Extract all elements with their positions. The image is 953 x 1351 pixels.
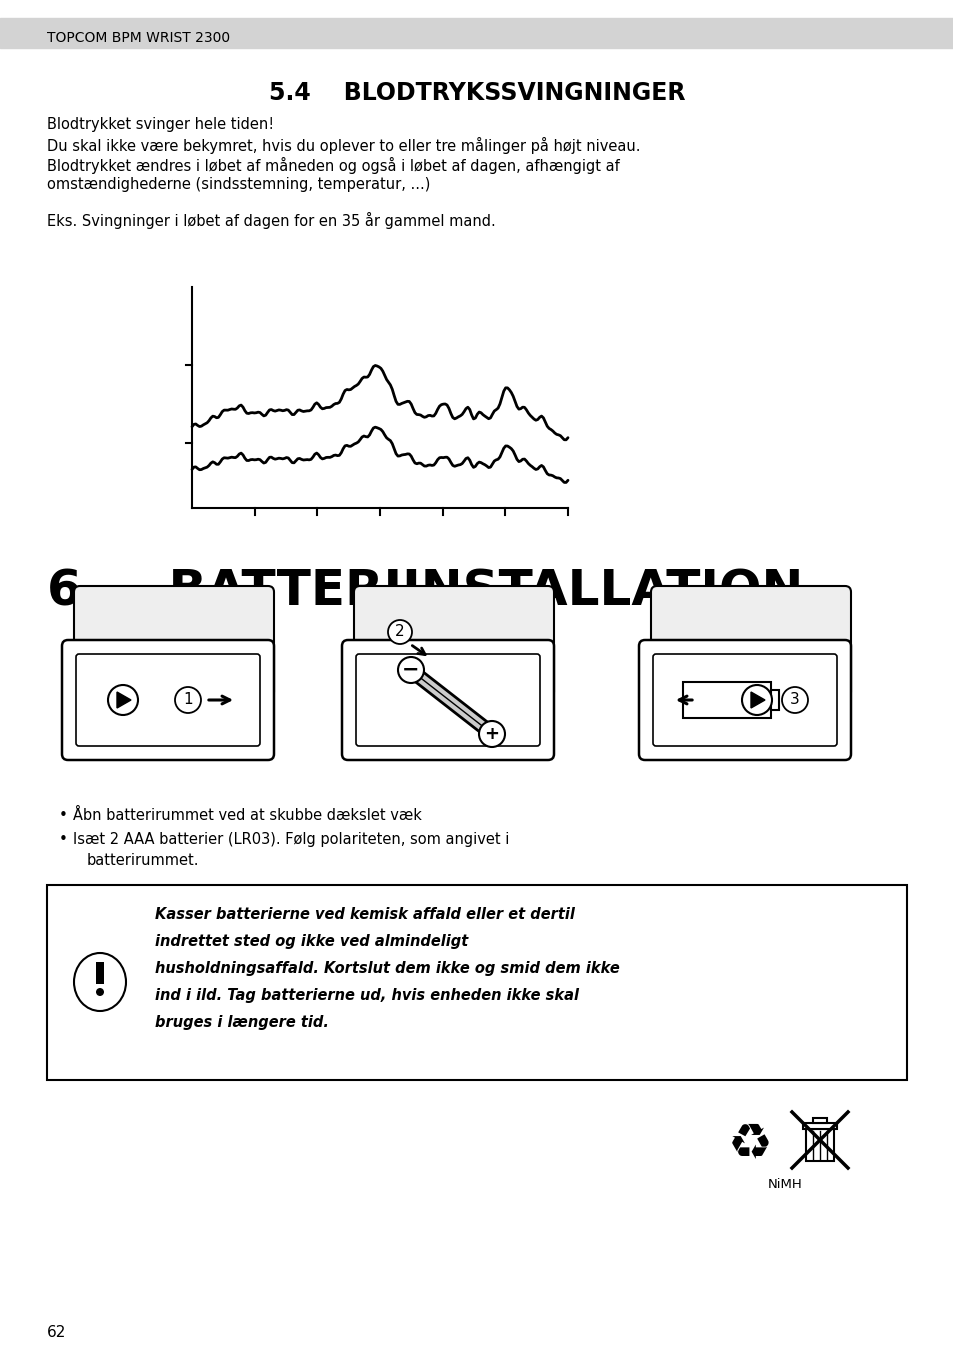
- Text: BATTERIINSTALLATION: BATTERIINSTALLATION: [99, 567, 802, 616]
- Text: Blodtrykket svinger hele tiden!: Blodtrykket svinger hele tiden!: [47, 118, 274, 132]
- Text: husholdningsaffald. Kortslut dem ikke og smid dem ikke: husholdningsaffald. Kortslut dem ikke og…: [154, 961, 619, 975]
- FancyBboxPatch shape: [341, 640, 554, 761]
- Text: indrettet sted og ikke ved almindeligt: indrettet sted og ikke ved almindeligt: [154, 934, 468, 948]
- Text: 5.4    BLODTRYKSSVINGNINGER: 5.4 BLODTRYKSSVINGNINGER: [269, 81, 684, 105]
- Text: Blodtrykket ændres i løbet af måneden og også i løbet af dagen, afhængigt af: Blodtrykket ændres i løbet af måneden og…: [47, 157, 619, 174]
- FancyBboxPatch shape: [652, 654, 836, 746]
- Text: NiMH: NiMH: [767, 1178, 801, 1192]
- Bar: [96, 962, 104, 984]
- Text: ind i ild. Tag batterierne ud, hvis enheden ikke skal: ind i ild. Tag batterierne ud, hvis enhe…: [154, 988, 578, 1002]
- Text: 62: 62: [47, 1325, 67, 1340]
- Bar: [802, 1123, 836, 1129]
- Text: 1: 1: [183, 693, 193, 708]
- Text: batterirummet.: batterirummet.: [87, 852, 199, 867]
- Text: ♻: ♻: [727, 1120, 772, 1169]
- Bar: [805, 1129, 833, 1161]
- Text: Du skal ikke være bekymret, hvis du oplever to eller tre målinger på højt niveau: Du skal ikke være bekymret, hvis du ople…: [47, 136, 639, 154]
- Polygon shape: [750, 692, 764, 708]
- Text: −: −: [402, 661, 419, 680]
- FancyBboxPatch shape: [62, 640, 274, 761]
- Text: 3: 3: [789, 693, 799, 708]
- Bar: [47, 885, 906, 1079]
- Text: Isæt 2 AAA batterier (LR03). Følg polariteten, som angivet i: Isæt 2 AAA batterier (LR03). Følg polari…: [73, 832, 509, 847]
- Text: +: +: [484, 725, 499, 743]
- FancyBboxPatch shape: [76, 654, 260, 746]
- Circle shape: [478, 721, 504, 747]
- Text: TOPCOM BPM WRIST 2300: TOPCOM BPM WRIST 2300: [47, 31, 230, 45]
- Ellipse shape: [74, 952, 126, 1011]
- FancyBboxPatch shape: [74, 586, 274, 698]
- Text: omstændighederne (sindsstemning, temperatur, ...): omstændighederne (sindsstemning, tempera…: [47, 177, 430, 192]
- Text: Kasser batterierne ved kemisk affald eller et dertil: Kasser batterierne ved kemisk affald ell…: [154, 907, 575, 921]
- Bar: [770, 690, 779, 711]
- Circle shape: [96, 988, 104, 996]
- Text: bruges i længere tid.: bruges i længere tid.: [154, 1015, 329, 1029]
- Circle shape: [108, 685, 138, 715]
- Circle shape: [397, 657, 423, 684]
- Circle shape: [388, 620, 412, 644]
- Circle shape: [174, 688, 201, 713]
- Bar: [682, 682, 770, 717]
- Bar: [0, 18, 953, 49]
- Text: •: •: [59, 808, 68, 823]
- Text: Åbn batterirummet ved at skubbe dækslet væk: Åbn batterirummet ved at skubbe dækslet …: [73, 808, 421, 823]
- Circle shape: [741, 685, 771, 715]
- Text: 6: 6: [47, 567, 82, 616]
- Circle shape: [781, 688, 807, 713]
- Polygon shape: [117, 692, 131, 708]
- FancyBboxPatch shape: [354, 586, 554, 698]
- Text: Eks. Svingninger i løbet af dagen for en 35 år gammel mand.: Eks. Svingninger i løbet af dagen for en…: [47, 212, 496, 230]
- FancyBboxPatch shape: [639, 640, 850, 761]
- Text: •: •: [59, 832, 68, 847]
- Bar: [812, 1119, 826, 1123]
- Text: 2: 2: [395, 624, 404, 639]
- FancyBboxPatch shape: [650, 586, 850, 698]
- FancyBboxPatch shape: [355, 654, 539, 746]
